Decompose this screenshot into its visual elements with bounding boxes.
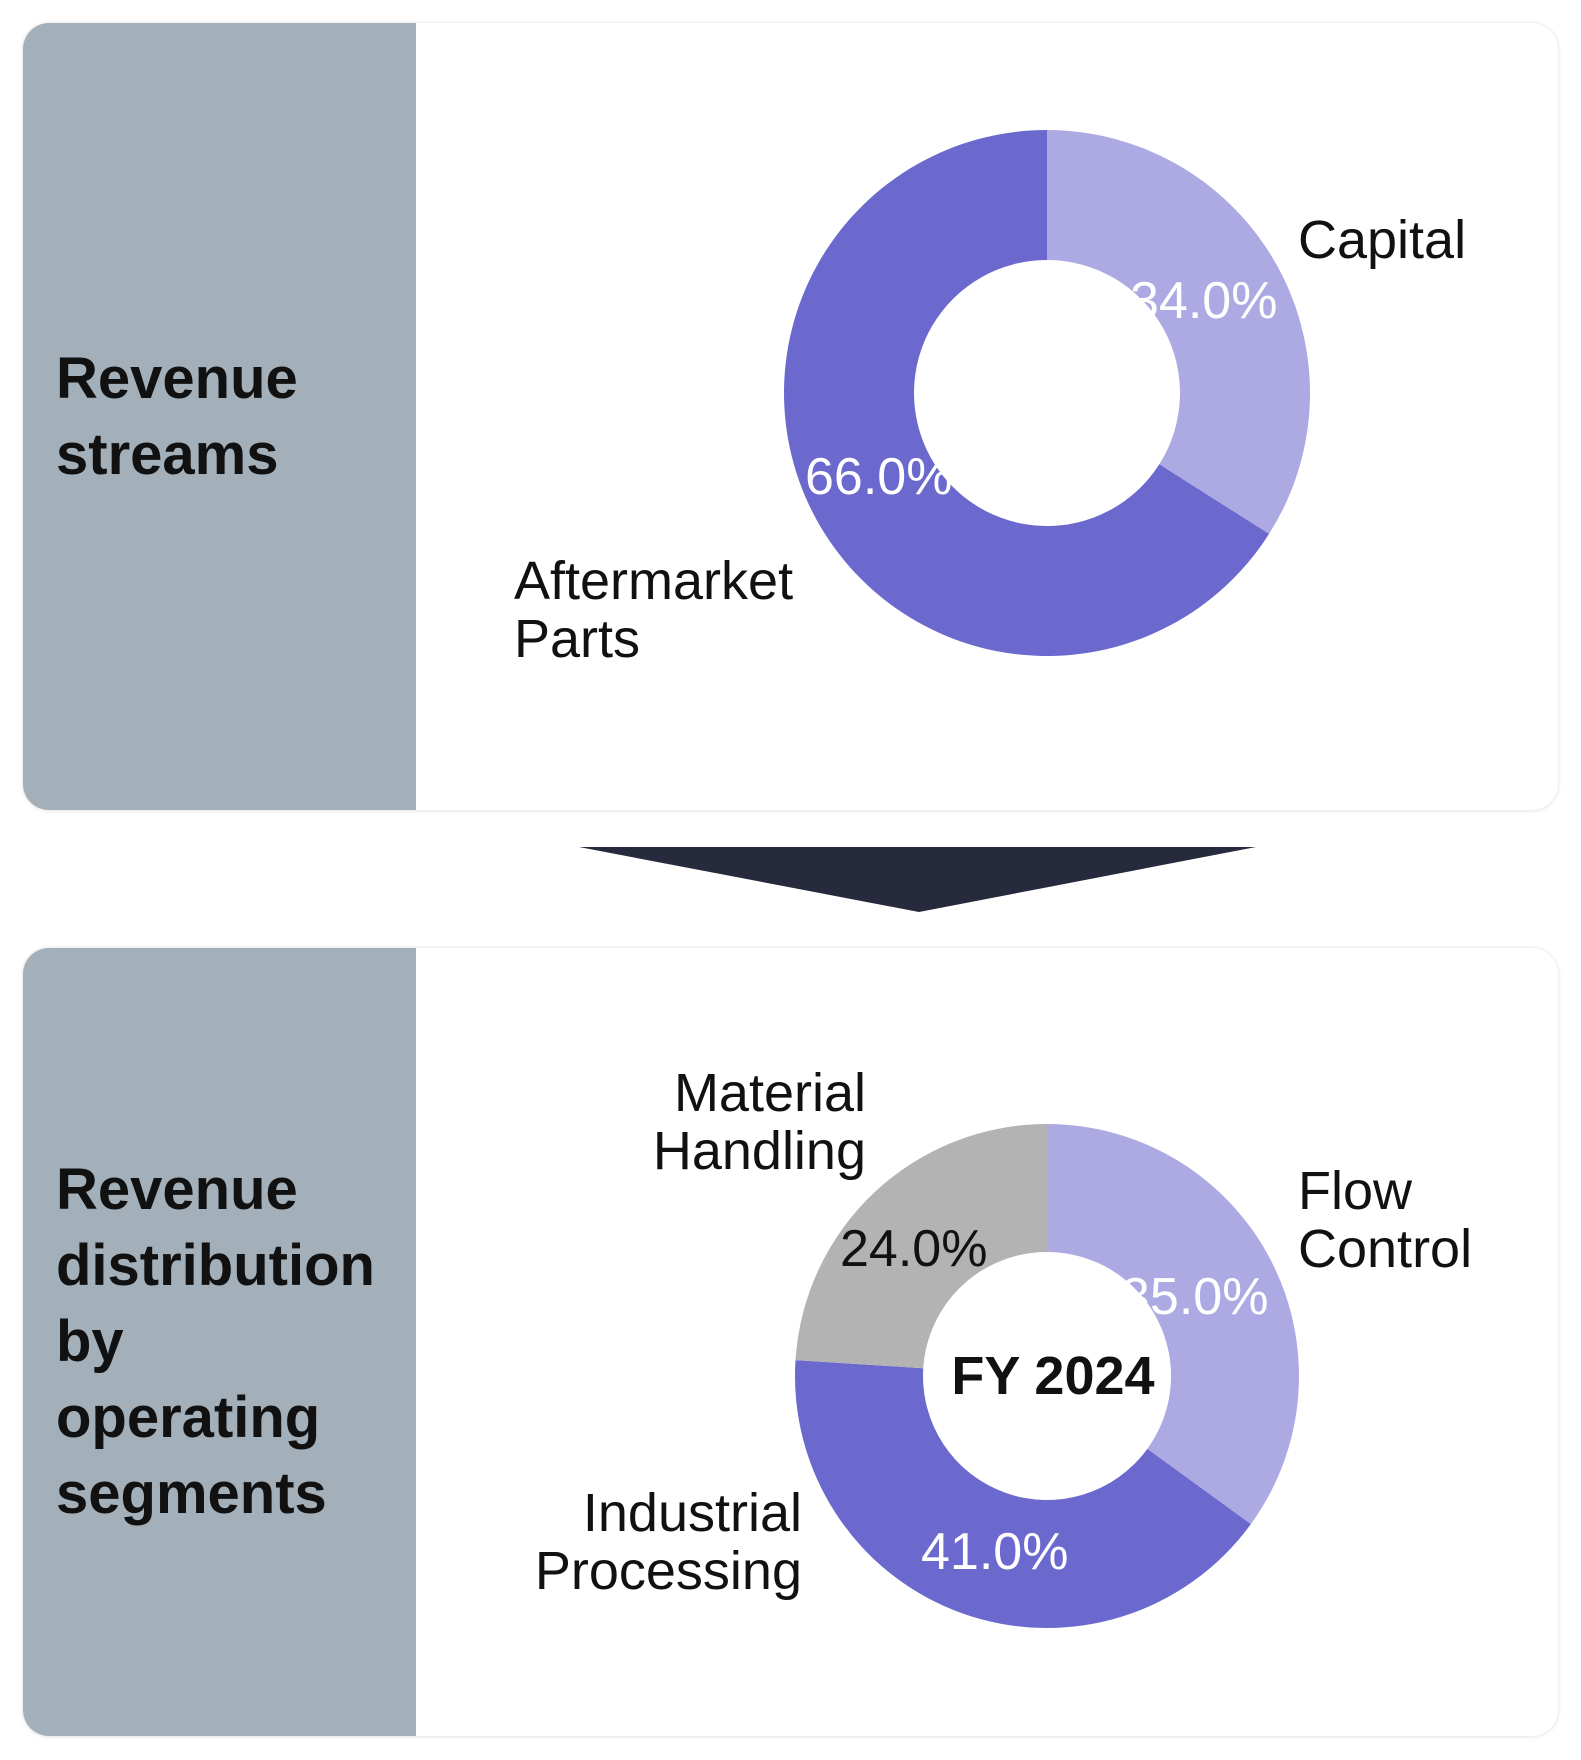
panel-title: Revenue streams	[56, 341, 298, 493]
revenue-streams-panel: Revenue streams	[23, 23, 1558, 810]
panel-title-line: Revenue	[56, 1157, 298, 1222]
segments-panel: Revenue distribution by operating segmen…	[23, 948, 1558, 1736]
panel-title-line: by	[56, 1309, 124, 1374]
panel-sidebar: Revenue streams	[23, 23, 416, 810]
panel-title-line: operating	[56, 1385, 321, 1450]
panel-title-line: Revenue	[56, 345, 298, 411]
panel-sidebar: Revenue distribution by operating segmen…	[23, 948, 416, 1736]
panel-title-line: segments	[56, 1461, 327, 1526]
panel-title: Revenue distribution by operating segmen…	[56, 1152, 375, 1532]
panel-title-line: streams	[56, 421, 279, 487]
panel-title-line: distribution	[56, 1233, 375, 1298]
